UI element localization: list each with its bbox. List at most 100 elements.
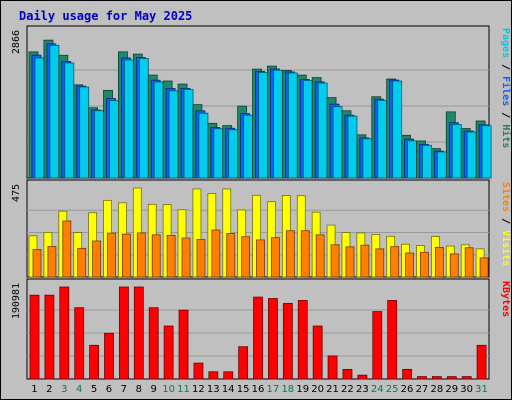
bar-kbytes-day-26	[402, 368, 412, 380]
x-tick-label-day-22: 22	[341, 384, 354, 395]
x-tick-label-day-24: 24	[371, 384, 384, 395]
bar-kbytes-day-9	[148, 307, 159, 380]
legend-separator: /	[500, 58, 511, 76]
x-axis-day-labels: 1 2 3 4 5 6 7 8 9 10 11 12 13 14 15 16 17 18 19 20 21 22 23 24 2…	[31, 384, 488, 395]
bar-kbytes-day-8	[133, 286, 144, 380]
bar-kbytes-day-19	[297, 300, 308, 380]
bar-pages-day-21	[332, 106, 343, 179]
x-tick-label-day-16: 16	[252, 384, 265, 395]
x-tick-label-day-11: 11	[177, 384, 190, 395]
bar-sites-day-28	[434, 246, 444, 278]
chart-panels: 2866 Pages / Files / Hits 475 Sites / Visit…	[11, 25, 512, 380]
bar-pages-day-29	[451, 124, 462, 179]
bar-sites-day-1	[32, 249, 42, 278]
bar-sites-day-9	[151, 234, 161, 278]
bar-sites-day-16	[256, 239, 265, 278]
panel-middle: 475 Sites / Visits	[11, 179, 512, 278]
bar-pages-day-10	[168, 90, 179, 179]
x-tick-label-day-9: 9	[150, 384, 156, 395]
bar-pages-day-3	[64, 62, 75, 179]
bar-sites-day-25	[390, 246, 400, 278]
x-tick-label-day-29: 29	[445, 384, 458, 395]
chart-title: Daily usage for May 2025	[19, 9, 192, 23]
x-tick-label-day-1: 1	[31, 384, 37, 395]
bar-kbytes-day-5	[89, 344, 100, 380]
legend-item-sites: Sites	[500, 182, 512, 212]
bar-sites-day-2	[47, 246, 57, 278]
x-tick-label-day-4: 4	[76, 384, 82, 395]
bar-kbytes-day-13	[208, 371, 219, 380]
bar-kbytes-day-22	[342, 368, 353, 380]
bar-sites-day-4	[77, 247, 87, 278]
bar-kbytes-day-15	[238, 346, 249, 380]
x-tick-label-day-18: 18	[281, 384, 294, 395]
bar-pages-day-20	[317, 82, 328, 179]
x-tick-label-day-15: 15	[237, 384, 250, 395]
bar-sites-day-5	[92, 240, 102, 278]
bar-kbytes-day-30	[461, 376, 472, 380]
bar-sites-day-17	[271, 237, 280, 278]
x-tick-label-day-3: 3	[61, 384, 67, 395]
bar-pages-day-8	[138, 58, 149, 179]
x-tick-label-day-28: 28	[430, 384, 443, 395]
bar-kbytes-day-7	[119, 286, 129, 380]
bar-pages-day-16	[258, 72, 268, 179]
bar-sites-day-31	[479, 257, 489, 278]
x-tick-label-day-21: 21	[326, 384, 339, 395]
bar-sites-day-22	[345, 246, 355, 278]
bar-pages-day-28	[436, 151, 447, 179]
bar-sites-day-13	[211, 229, 221, 278]
bar-kbytes-day-11	[178, 309, 189, 380]
panel-legend: Pages / Files / Hits	[500, 28, 512, 148]
legend-item-visits: Visits	[500, 230, 512, 266]
bar-sites-day-26	[405, 252, 414, 278]
bar-pages-day-17	[273, 69, 283, 179]
panel-bottom: 190981 KBytes	[11, 278, 511, 380]
x-tick-label-day-30: 30	[460, 384, 473, 395]
bar-kbytes-day-28	[431, 376, 442, 380]
bar-pages-day-22	[347, 115, 358, 179]
bar-pages-day-11	[183, 89, 194, 179]
bar-pages-day-27	[422, 144, 432, 179]
legend-item-hits: Hits	[500, 124, 512, 148]
bar-pages-day-13	[213, 128, 224, 179]
x-tick-label-day-12: 12	[192, 384, 205, 395]
x-tick-label-day-5: 5	[91, 384, 97, 395]
panel-top: 2866 Pages / Files / Hits	[11, 25, 512, 179]
bar-kbytes-day-17	[268, 298, 278, 380]
bar-kbytes-day-14	[223, 371, 234, 380]
x-tick-label-day-31: 31	[475, 384, 488, 395]
bar-kbytes-day-4	[74, 307, 85, 380]
bar-kbytes-day-12	[193, 362, 204, 380]
bar-pages-day-30	[466, 131, 477, 179]
bar-sites-day-20	[315, 234, 325, 278]
bar-pages-day-31	[481, 125, 492, 179]
bar-pages-day-25	[392, 80, 403, 179]
panel-legend: KBytes	[500, 281, 511, 317]
bar-sites-day-19	[300, 230, 310, 278]
x-tick-label-day-8: 8	[136, 384, 142, 395]
legend-item-pages: Pages	[500, 28, 511, 58]
bar-pages-day-18	[287, 72, 298, 179]
x-tick-label-day-27: 27	[416, 384, 429, 395]
bar-kbytes-day-27	[417, 376, 427, 380]
x-tick-label-day-6: 6	[106, 384, 112, 395]
bar-pages-day-24	[377, 99, 388, 179]
bar-sites-day-8	[136, 232, 146, 278]
bar-sites-day-15	[241, 236, 251, 278]
bar-sites-day-29	[449, 253, 459, 278]
bar-kbytes-day-2	[44, 294, 55, 380]
legend-item-kbytes: KBytes	[500, 281, 511, 317]
bar-sites-day-30	[464, 247, 474, 278]
bar-kbytes-day-10	[163, 325, 174, 380]
x-tick-label-day-10: 10	[162, 384, 175, 395]
x-tick-label-day-26: 26	[401, 384, 414, 395]
bar-pages-day-6	[109, 100, 119, 179]
bar-kbytes-day-6	[104, 332, 114, 380]
bar-kbytes-day-20	[312, 325, 323, 380]
bar-kbytes-day-24	[372, 311, 383, 380]
bar-pages-day-5	[94, 110, 105, 179]
bar-pages-day-9	[153, 81, 164, 179]
bar-kbytes-day-21	[327, 355, 338, 380]
